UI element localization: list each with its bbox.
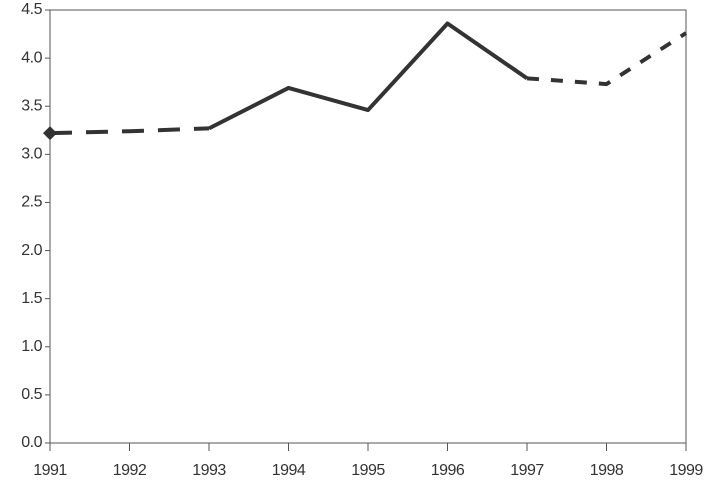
y-tick-label: 2.0 xyxy=(21,242,42,259)
marker xyxy=(43,126,57,141)
y-tick-label: 3.5 xyxy=(21,97,42,114)
y-tick-label: 3.0 xyxy=(21,146,42,163)
y-tick-label: 1.5 xyxy=(21,290,42,307)
x-tick-label: 1997 xyxy=(510,462,544,479)
x-tick-label: 1993 xyxy=(192,462,226,479)
y-tick-label: 1.0 xyxy=(21,338,42,355)
plot-frame xyxy=(49,9,687,444)
y-tick-label: 4.5 xyxy=(21,1,42,18)
y-tick-label: 2.5 xyxy=(21,194,42,211)
x-tick-label: 1995 xyxy=(351,462,385,479)
line-series xyxy=(49,126,210,136)
x-tick-label: 1996 xyxy=(431,462,465,479)
x-tick-label: 1999 xyxy=(669,462,703,479)
x-tick-label: 1994 xyxy=(272,462,306,479)
line-series xyxy=(526,31,688,87)
line-series xyxy=(208,21,529,131)
y-tick-label: 0.0 xyxy=(21,434,42,451)
x-tick-label: 1992 xyxy=(113,462,147,479)
y-tick-label: 4.0 xyxy=(21,49,42,66)
x-tick-label: 1998 xyxy=(590,462,624,479)
y-tick-label: 0.5 xyxy=(21,386,42,403)
x-tick-label: 1991 xyxy=(33,462,67,479)
